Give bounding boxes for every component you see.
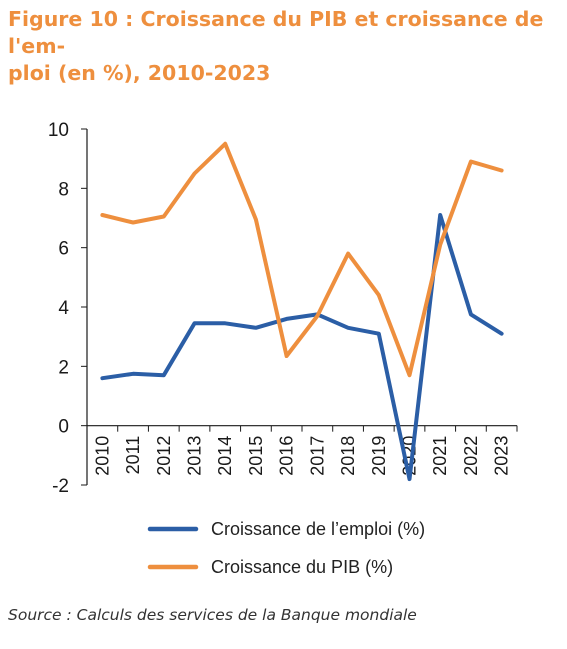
x-tick-label: 2021 — [430, 436, 450, 476]
x-tick-label: 2011 — [123, 436, 143, 475]
x-tick-label: 2019 — [369, 436, 389, 476]
x-tick-label: 2022 — [461, 436, 481, 476]
x-tick-label: 2023 — [492, 436, 512, 476]
x-tick-label: 2014 — [215, 436, 235, 476]
chart-title-line-1: Figure 10 : Croissance du PIB et croissa… — [8, 7, 544, 58]
chart-title: Figure 10 : Croissance du PIB et croissa… — [8, 6, 558, 87]
x-tick-label: 2012 — [154, 436, 174, 476]
legend: Croissance de l’emploi (%) Croissance du … — [147, 519, 425, 577]
legend-label-1: Croissance de l’emploi (%) — [211, 519, 425, 539]
x-tick-label: 2015 — [246, 436, 266, 476]
x-axis-ticks: 2010 2011 2012 2013 2014 2015 2016 2017 2018 2019… — [86, 425, 518, 476]
y-axis-ticks: -2 0 2 4 6 8 10 — [48, 120, 87, 497]
y-tick-label: 0 — [58, 417, 69, 438]
y-tick-label: 8 — [58, 179, 69, 200]
x-tick-label: 2013 — [185, 436, 205, 476]
source-note: Source : Calculs des services de la Banq… — [8, 606, 417, 624]
y-tick-label: -2 — [52, 476, 69, 497]
series-lines — [100, 141, 504, 482]
x-tick-label: 2017 — [307, 436, 327, 476]
legend-label-2: Croissance du PIB (%) — [211, 557, 393, 577]
x-tick-label: 2016 — [277, 436, 297, 476]
chart-title-line-2: ploi (en %), 2010-2023 — [8, 61, 271, 85]
y-tick-label: 6 — [58, 239, 69, 260]
x-tick-label: 2010 — [92, 436, 112, 476]
series-line-2 — [100, 141, 504, 378]
y-tick-label: 4 — [58, 298, 69, 319]
y-tick-label: 2 — [58, 357, 69, 378]
y-tick-label: 10 — [48, 120, 69, 141]
x-tick-label: 2018 — [338, 436, 358, 476]
